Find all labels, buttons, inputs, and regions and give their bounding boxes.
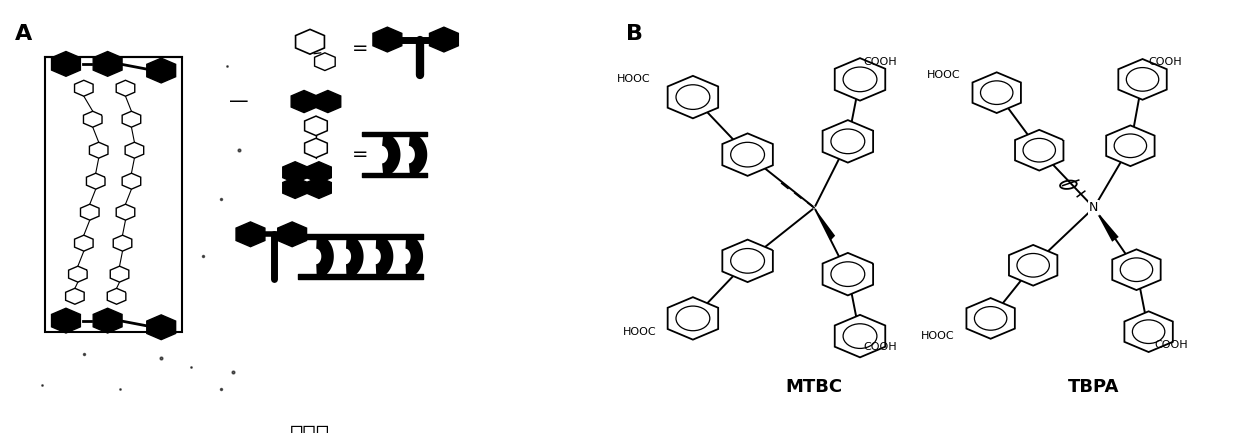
Text: HOOC: HOOC (622, 326, 656, 337)
Polygon shape (822, 253, 873, 295)
Polygon shape (405, 234, 423, 278)
Polygon shape (1016, 130, 1064, 171)
Polygon shape (74, 80, 93, 96)
Polygon shape (723, 239, 773, 282)
Text: A: A (15, 24, 32, 44)
Polygon shape (373, 27, 402, 52)
Polygon shape (278, 222, 306, 247)
Text: —: — (228, 92, 248, 111)
Polygon shape (66, 288, 84, 304)
Text: =: = (352, 39, 368, 58)
Polygon shape (429, 27, 459, 52)
Polygon shape (125, 142, 144, 158)
Polygon shape (108, 288, 125, 304)
Polygon shape (81, 204, 99, 220)
Polygon shape (123, 173, 140, 189)
Polygon shape (87, 173, 105, 189)
Polygon shape (1094, 208, 1118, 242)
Polygon shape (93, 308, 122, 333)
Polygon shape (835, 315, 885, 357)
Polygon shape (409, 132, 428, 177)
Text: COOH: COOH (1148, 57, 1182, 67)
Polygon shape (1009, 245, 1058, 286)
Text: HOOC: HOOC (926, 70, 960, 80)
Polygon shape (110, 266, 129, 282)
Polygon shape (723, 133, 773, 176)
Polygon shape (315, 90, 341, 113)
Polygon shape (346, 234, 363, 278)
Polygon shape (146, 58, 176, 83)
Text: 分子鈧: 分子鈧 (290, 425, 330, 433)
Polygon shape (972, 72, 1021, 113)
Polygon shape (305, 116, 327, 136)
Polygon shape (306, 177, 331, 198)
Polygon shape (68, 266, 87, 282)
Text: TBPA: TBPA (1068, 378, 1120, 396)
Polygon shape (966, 298, 1014, 339)
Polygon shape (305, 138, 327, 158)
Polygon shape (83, 111, 102, 127)
Polygon shape (382, 132, 401, 177)
Polygon shape (1106, 126, 1154, 166)
Polygon shape (1118, 59, 1167, 100)
Polygon shape (52, 52, 81, 76)
Polygon shape (236, 222, 265, 247)
Polygon shape (295, 29, 325, 54)
Polygon shape (667, 76, 718, 118)
Polygon shape (146, 315, 176, 339)
Polygon shape (93, 52, 122, 76)
Polygon shape (1125, 311, 1173, 352)
Polygon shape (117, 80, 135, 96)
Polygon shape (52, 308, 81, 333)
Polygon shape (74, 235, 93, 251)
Polygon shape (291, 90, 317, 113)
Polygon shape (123, 111, 140, 127)
Text: COOH: COOH (863, 57, 897, 67)
Polygon shape (283, 177, 308, 198)
Polygon shape (117, 204, 135, 220)
Text: B: B (626, 24, 644, 44)
Polygon shape (316, 234, 334, 278)
Text: N: N (1089, 201, 1099, 214)
Text: HOOC: HOOC (616, 74, 650, 84)
Polygon shape (376, 234, 393, 278)
Polygon shape (667, 297, 718, 339)
Polygon shape (89, 142, 108, 158)
Polygon shape (315, 53, 335, 71)
Text: MTBC: MTBC (786, 378, 843, 396)
Text: =: = (352, 145, 368, 164)
Text: HOOC: HOOC (920, 331, 955, 341)
Polygon shape (835, 58, 885, 100)
Polygon shape (113, 235, 131, 251)
Polygon shape (815, 208, 836, 241)
Polygon shape (306, 162, 331, 183)
Polygon shape (283, 162, 308, 183)
Text: COOH: COOH (1154, 340, 1188, 350)
Polygon shape (822, 120, 873, 163)
Polygon shape (1112, 249, 1161, 290)
Text: COOH: COOH (863, 342, 897, 352)
